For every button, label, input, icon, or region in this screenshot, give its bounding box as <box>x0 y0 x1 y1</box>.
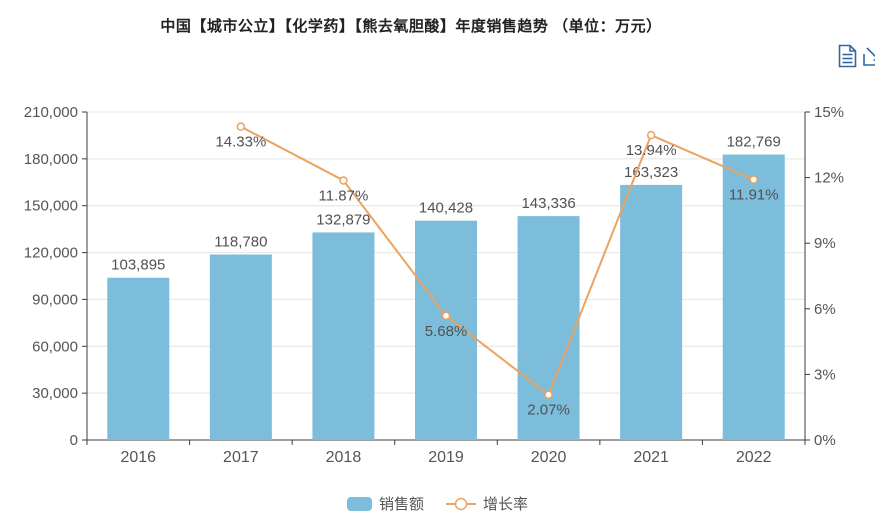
bar-value-label-2020: 143,336 <box>521 195 575 212</box>
growth-line[interactable] <box>240 125 755 396</box>
bar-value-label-2018: 132,879 <box>316 211 370 228</box>
plot-area: 0 30,000 60,000 90,000 120,000 150,000 180,000… <box>24 104 844 466</box>
growth-label-2017: 14.33% <box>215 134 266 151</box>
growth-label-2018: 11.87% <box>319 187 369 204</box>
bar-2016[interactable] <box>107 277 170 440</box>
growth-point-2018[interactable] <box>339 176 348 185</box>
bar-2017[interactable] <box>209 254 272 440</box>
legend-bar-marker-icon <box>346 496 372 511</box>
legend-label: 销售额 <box>378 496 424 513</box>
toolbox <box>838 44 875 68</box>
save-image-icon[interactable] <box>862 44 875 68</box>
left-axis-tick-label: 150,000 <box>24 198 78 215</box>
growth-point-2020[interactable] <box>544 390 553 399</box>
x-axis-label-2018: 2018 <box>326 449 362 466</box>
bar-value-label-2021: 163,323 <box>624 164 678 181</box>
left-axis-tick-label: 90,000 <box>32 291 78 308</box>
right-axis-tick-label: 0% <box>814 432 836 449</box>
right-axis-tick-label: 12% <box>814 170 844 187</box>
legend: 销售额 增长率 <box>0 493 875 514</box>
right-axis-tick-label: 3% <box>814 366 836 383</box>
x-axis-label-2017: 2017 <box>223 449 259 466</box>
bar-value-label-2019: 140,428 <box>419 200 473 217</box>
x-axis-label-2020: 2020 <box>531 449 567 466</box>
x-axis-label-2021: 2021 <box>633 449 669 466</box>
left-axis-tick-label: 180,000 <box>24 151 78 168</box>
left-axis-tick-label: 120,000 <box>24 245 78 262</box>
left-axis-tick-label: 60,000 <box>32 338 78 355</box>
growth-point-2017[interactable] <box>236 122 246 131</box>
growth-label-2022: 11.91% <box>729 187 779 204</box>
legend-item-growth[interactable]: 增长率 <box>446 493 528 514</box>
growth-label-2021: 13.94% <box>626 142 677 159</box>
left-axis-tick-label: 210,000 <box>24 104 78 121</box>
bar-2019[interactable] <box>415 220 477 440</box>
growth-point-2021[interactable] <box>646 130 656 140</box>
right-axis-tick-label: 9% <box>814 235 836 252</box>
growth-point-2019[interactable] <box>441 311 451 321</box>
bar-value-label-2016: 103,895 <box>111 257 165 274</box>
x-axis-label-2022: 2022 <box>736 449 772 466</box>
growth-label-2019: 5.68% <box>425 323 468 340</box>
left-axis-tick-label: 0 <box>70 432 78 449</box>
growth-point-2022[interactable] <box>749 175 758 184</box>
growth-label-2020: 2.07% <box>527 402 570 419</box>
right-axis-tick-label: 15% <box>814 104 844 121</box>
bar-2021[interactable] <box>620 184 683 440</box>
x-axis-label-2019: 2019 <box>428 449 464 466</box>
bar-value-label-2017: 118,780 <box>214 233 267 250</box>
bar-2018[interactable] <box>312 232 375 440</box>
legend-item-sales[interactable]: 销售额 <box>346 493 424 514</box>
bar-2022[interactable] <box>722 154 785 440</box>
legend-line-marker-icon <box>446 497 476 510</box>
chart-title: 中国【城市公立】【化学药】【熊去氧胆酸】年度销售趋势 （单位：万元） <box>160 18 662 35</box>
bar-value-label-2022: 182,769 <box>727 134 781 151</box>
bar-2020[interactable] <box>517 216 580 440</box>
x-axis-label-2016: 2016 <box>120 449 156 466</box>
data-view-icon[interactable] <box>838 44 857 68</box>
right-axis-tick-label: 6% <box>814 301 836 318</box>
left-axis-tick-label: 30,000 <box>32 385 78 402</box>
legend-label: 增长率 <box>483 496 529 513</box>
